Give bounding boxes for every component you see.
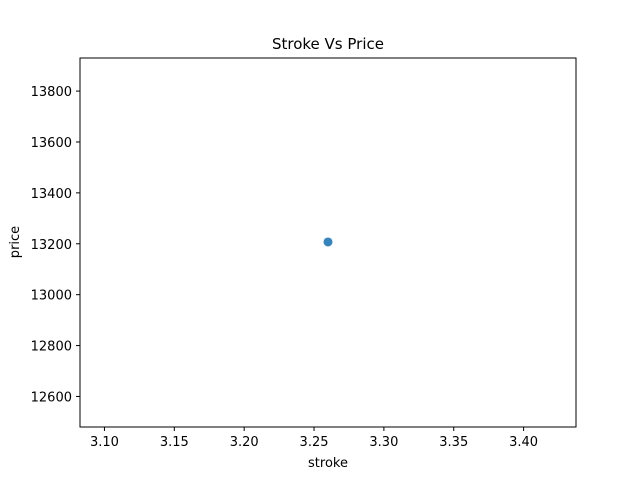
x-tick-label: 3.25 [300,435,329,450]
data-point [324,237,333,246]
y-tick-label: 12800 [31,340,72,355]
y-tick-label: 12600 [31,390,72,405]
x-tick-label: 3.15 [160,435,189,450]
y-tick-label: 13000 [31,289,72,304]
y-axis-label: price [8,226,23,258]
x-tick-label: 3.10 [90,435,119,450]
x-tick-label: 3.35 [439,435,468,450]
chart-title: Stroke Vs Price [272,35,384,53]
x-tick-label: 3.20 [230,435,259,450]
x-tick-label: 3.30 [369,435,398,450]
y-tick-label: 13600 [31,136,72,151]
x-tick-label: 3.40 [509,435,538,450]
y-tick-label: 13800 [31,85,72,100]
data-points [324,237,333,246]
y-tick-label: 13200 [31,238,72,253]
y-tick-label: 13400 [31,187,72,202]
x-axis-label: stroke [308,456,348,471]
